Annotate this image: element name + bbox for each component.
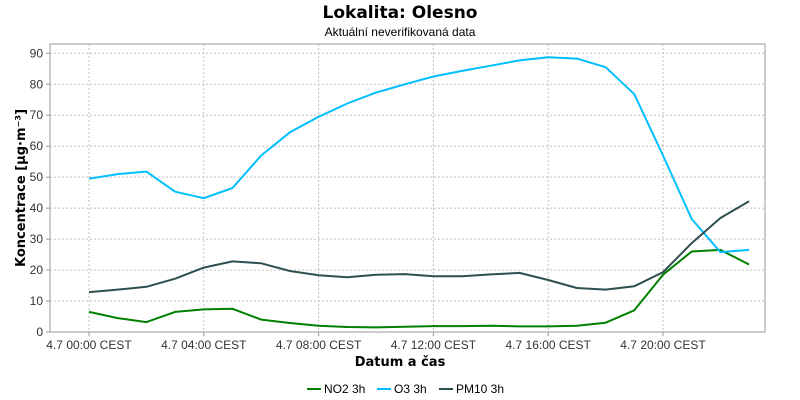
grid-lines (50, 44, 765, 332)
chart-title: Lokalita: Olesno (323, 3, 478, 23)
series-line-no2-3h (88, 248, 750, 329)
y-tick-label: 30 (30, 232, 44, 246)
x-tick-label: 4.7 20:00 CEST (620, 338, 706, 352)
y-tick-label: 70 (30, 108, 44, 122)
y-tick-label: 60 (30, 139, 44, 153)
chart-subtitle: Aktuální neverifikovaná data (325, 25, 476, 39)
series-lines (88, 56, 750, 329)
plot-area-frame (49, 43, 766, 333)
y-tick-label: 40 (30, 201, 44, 215)
legend-label: O3 3h (394, 382, 427, 396)
legend-label: NO2 3h (324, 382, 365, 396)
x-tick-label: 4.7 04:00 CEST (161, 338, 247, 352)
series-line-pm10-3h (88, 200, 750, 294)
y-tick-label: 10 (30, 294, 44, 308)
x-tick-label: 4.7 16:00 CEST (506, 338, 592, 352)
y-tick-label: 90 (30, 46, 44, 60)
y-tick-label: 0 (36, 325, 43, 339)
y-tick-label: 20 (30, 263, 44, 277)
x-tick-label: 4.7 12:00 CEST (391, 338, 477, 352)
x-axis-ticks: 4.7 00:00 CEST 4.7 04:00 CEST 4.7 08:00 CE… (46, 332, 706, 352)
x-tick-label: 4.7 00:00 CEST (46, 338, 132, 352)
x-tick-label: 4.7 08:00 CEST (276, 338, 362, 352)
x-axis-label: Datum a čas (355, 355, 446, 370)
series-line-o3-3h (88, 56, 750, 254)
legend-label: PM10 3h (456, 382, 504, 396)
legend: NO2 3h O3 3h PM10 3h (307, 382, 504, 396)
y-axis-ticks: 0 10 20 30 40 50 60 70 80 90 (30, 46, 50, 339)
y-tick-label: 50 (30, 170, 44, 184)
y-axis-label: Koncentrace [µg·m⁻³] (14, 109, 29, 267)
y-tick-label: 80 (30, 77, 44, 91)
